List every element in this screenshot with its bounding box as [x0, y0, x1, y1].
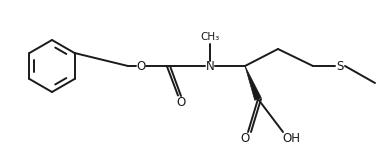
Text: O: O: [136, 59, 146, 73]
Polygon shape: [245, 66, 261, 100]
Text: S: S: [336, 59, 344, 73]
Text: CH₃: CH₃: [200, 32, 220, 42]
Text: O: O: [241, 132, 249, 146]
Text: O: O: [177, 97, 185, 109]
Text: OH: OH: [282, 132, 300, 146]
Text: N: N: [206, 59, 215, 73]
